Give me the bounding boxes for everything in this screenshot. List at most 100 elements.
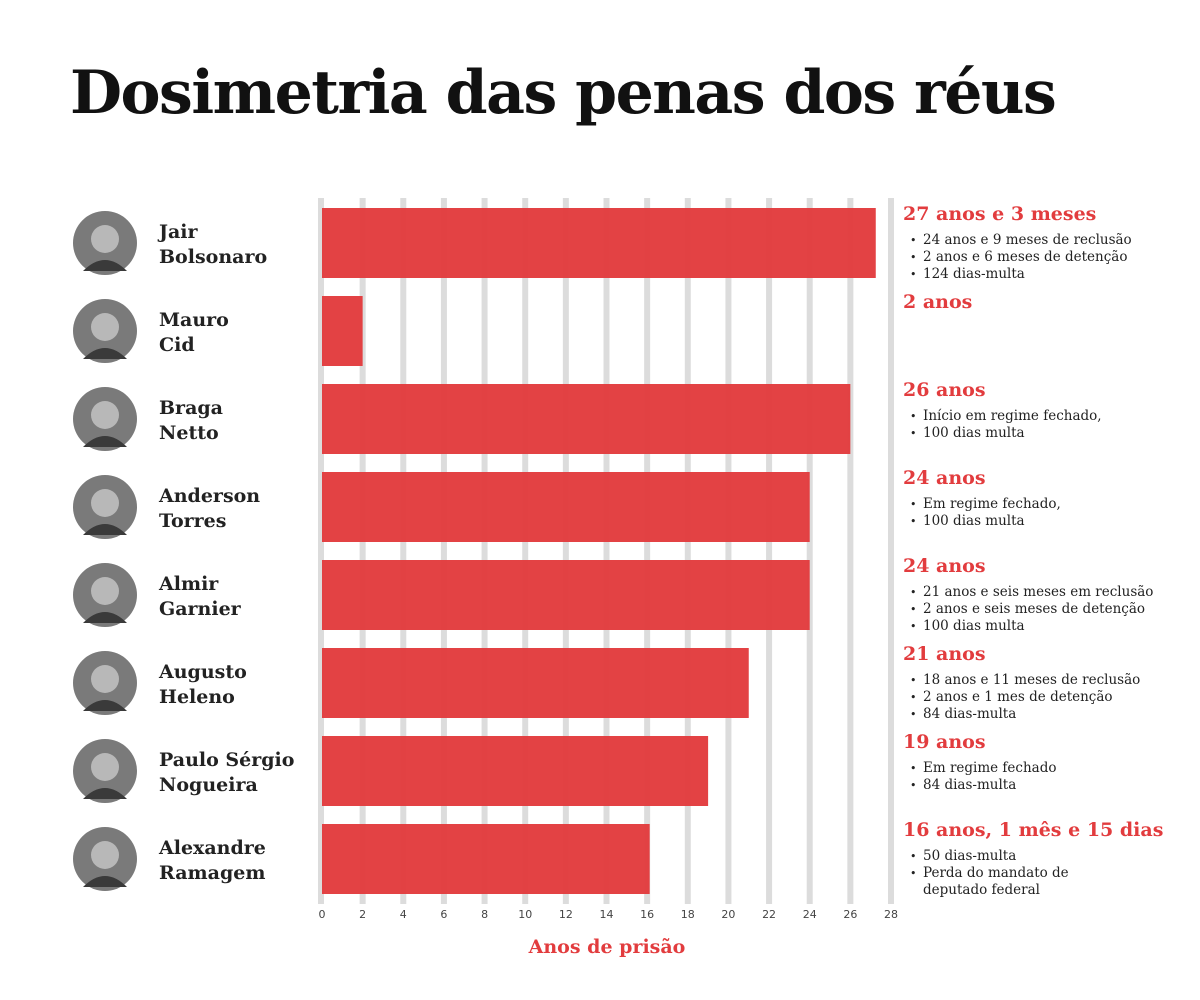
avatar-body — [83, 612, 127, 623]
avatar-body — [83, 700, 127, 711]
x-tick-label: 28 — [884, 908, 898, 921]
note-list: 21 anos e seis meses em reclusão2 anos e… — [903, 584, 1198, 635]
x-tick-label: 12 — [559, 908, 573, 921]
avatar-face — [91, 577, 119, 605]
bar — [322, 824, 650, 894]
note: 2 anos e seis meses de detenção — [903, 601, 1198, 618]
x-tick-label: 16 — [640, 908, 654, 921]
note: 18 anos e 11 meses de reclusão — [903, 672, 1198, 689]
avatar-body — [83, 876, 127, 887]
avatar-body — [83, 524, 127, 535]
annotation: 21 anos 18 anos e 11 meses de reclusão2 a… — [903, 642, 1198, 723]
x-axis-label: Anos de prisão — [528, 936, 686, 958]
value-label: 24 anos — [903, 467, 986, 489]
annotation: 24 anos 21 anos e seis meses em reclusão2… — [903, 554, 1198, 635]
note: 84 dias-multa — [903, 706, 1198, 723]
x-tick-label: 26 — [843, 908, 857, 921]
note-list: 18 anos e 11 meses de reclusão2 anos e 1… — [903, 672, 1198, 723]
x-tick-label: 22 — [762, 908, 776, 921]
bar — [322, 208, 876, 278]
category-label: Almir Garnier — [159, 573, 241, 620]
value-label: 21 anos — [903, 643, 986, 665]
category-label: Jair Bolsonaro — [159, 221, 268, 268]
avatar-face — [91, 401, 119, 429]
avatar-face — [91, 753, 119, 781]
annotation: 19 anos Em regime fechado84 dias-multa — [903, 730, 1198, 794]
note: 100 dias multa — [903, 618, 1198, 635]
value-label: 16 anos, 1 mês e 15 dias — [903, 819, 1164, 841]
grid-line — [766, 198, 773, 904]
annotation: 27 anos e 3 meses 24 anos e 9 meses de re… — [903, 202, 1198, 283]
note: 84 dias-multa — [903, 777, 1198, 794]
note: 50 dias-multa — [903, 848, 1198, 865]
bar — [322, 296, 363, 366]
avatar-face — [91, 225, 119, 253]
annotation: 2 anos — [903, 290, 1198, 314]
value-label: 2 anos — [903, 291, 973, 313]
chart-title: Dosimetria das penas dos réus — [70, 58, 1057, 128]
category-label: Augusto Heleno — [159, 661, 247, 708]
note-list: 50 dias-multaPerda do mandato de deputad… — [903, 848, 1198, 899]
note: 24 anos e 9 meses de reclusão — [903, 232, 1198, 249]
avatar-face — [91, 665, 119, 693]
value-label: 26 anos — [903, 379, 986, 401]
x-tick-label: 8 — [481, 908, 488, 921]
note: Em regime fechado, — [903, 496, 1198, 513]
avatar-face — [91, 841, 119, 869]
note-list: Em regime fechado,100 dias multa — [903, 496, 1198, 530]
bar — [322, 736, 709, 806]
value-label: 24 anos — [903, 555, 986, 577]
x-tick-label: 10 — [518, 908, 532, 921]
x-tick-label: 2 — [359, 908, 366, 921]
annotation: 24 anos Em regime fechado,100 dias multa — [903, 466, 1198, 530]
category-label: Braga Netto — [159, 397, 223, 444]
x-tick-label: 18 — [681, 908, 695, 921]
grid-line — [522, 198, 529, 904]
grid-line — [847, 198, 854, 904]
note: 124 dias-multa — [903, 266, 1198, 283]
bar — [322, 472, 810, 542]
grid-line — [359, 198, 366, 904]
x-tick-label: 6 — [440, 908, 447, 921]
grid-line — [400, 198, 407, 904]
grid-line — [888, 198, 894, 904]
grid-line — [725, 198, 732, 904]
note: 21 anos e seis meses em reclusão — [903, 584, 1198, 601]
grid-line — [440, 198, 447, 904]
avatar-body — [83, 260, 127, 271]
note: 2 anos e 6 meses de detenção — [903, 249, 1198, 266]
note: Em regime fechado — [903, 760, 1198, 777]
note: 100 dias multa — [903, 425, 1198, 442]
grid-line — [318, 198, 324, 904]
x-tick-label: 0 — [319, 908, 326, 921]
note: Perda do mandato de deputado federal — [903, 865, 1198, 899]
avatar-body — [83, 436, 127, 447]
annotation: 16 anos, 1 mês e 15 dias 50 dias-multaPer… — [903, 818, 1198, 899]
category-label: Mauro Cid — [159, 309, 229, 356]
x-tick-label: 24 — [803, 908, 817, 921]
category-label: Paulo Sérgio Nogueira — [159, 749, 295, 796]
grid-line — [562, 198, 569, 904]
grid-line — [684, 198, 691, 904]
avatar-face — [91, 313, 119, 341]
note-list: Início em regime fechado,100 dias multa — [903, 408, 1198, 442]
category-label: Anderson Torres — [159, 485, 261, 532]
grid-line — [481, 198, 488, 904]
x-tick-label: 14 — [600, 908, 614, 921]
bar — [322, 560, 810, 630]
annotation: 26 anos Início em regime fechado,100 dias… — [903, 378, 1198, 442]
x-tick-label: 20 — [721, 908, 735, 921]
note-list: 24 anos e 9 meses de reclusão2 anos e 6 … — [903, 232, 1198, 283]
avatar-body — [83, 348, 127, 359]
avatar-face — [91, 489, 119, 517]
grid-line — [806, 198, 813, 904]
category-label: Alexandre Ramagem — [159, 837, 266, 884]
bar — [322, 384, 851, 454]
value-label: 27 anos e 3 meses — [903, 203, 1097, 225]
note-list: Em regime fechado84 dias-multa — [903, 760, 1198, 794]
note: Início em regime fechado, — [903, 408, 1198, 425]
note: 100 dias multa — [903, 513, 1198, 530]
value-label: 19 anos — [903, 731, 986, 753]
